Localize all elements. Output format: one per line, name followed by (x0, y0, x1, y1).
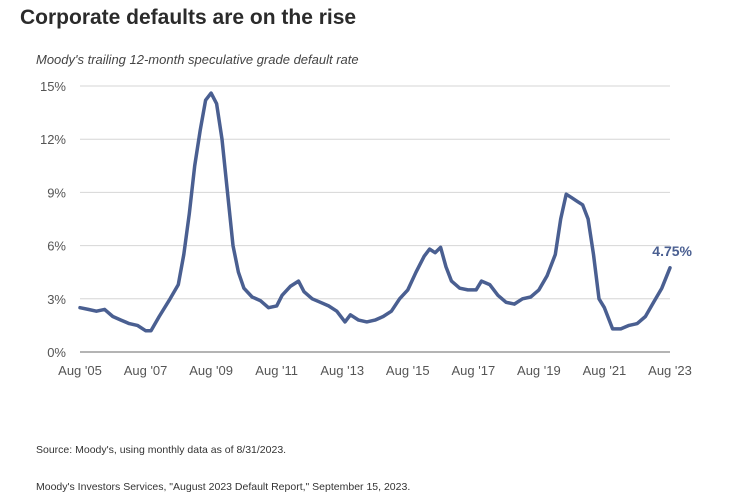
x-tick-label: Aug '19 (517, 363, 561, 378)
x-tick-label: Aug '15 (386, 363, 430, 378)
source-note: Source: Moody's, using monthly data as o… (36, 444, 287, 456)
x-tick-label: Aug '21 (583, 363, 627, 378)
y-tick-label: 3% (47, 292, 66, 307)
y-tick-label: 6% (47, 239, 66, 254)
y-axis-ticks: 0% 3% 6% 9% 12% 15% (40, 79, 66, 360)
default-rate-line (78, 91, 672, 333)
x-tick-label: Aug '11 (255, 363, 298, 378)
end-value-label: 4.75% (652, 243, 692, 259)
x-tick-label: Aug '13 (320, 363, 364, 378)
x-tick-label: Aug '17 (451, 363, 495, 378)
y-tick-label: 15% (40, 79, 66, 94)
gridlines (80, 85, 670, 353)
y-tick-label: 9% (47, 185, 66, 200)
y-tick-label: 12% (40, 132, 66, 147)
y-tick-label: 0% (47, 345, 66, 360)
chart-subtitle: Moody's trailing 12-month speculative gr… (36, 52, 359, 67)
x-axis-ticks: Aug '05 Aug '07 Aug '09 Aug '11 Aug '13 Aug '… (58, 363, 692, 378)
x-tick-label: Aug '05 (58, 363, 102, 378)
x-tick-label: Aug '07 (124, 363, 168, 378)
chart-title: Corporate defaults are on the rise (20, 6, 357, 29)
citation-note: Moody's Investors Services, "August 2023… (36, 481, 411, 493)
x-tick-label: Aug '23 (648, 363, 692, 378)
x-tick-label: Aug '09 (189, 363, 233, 378)
